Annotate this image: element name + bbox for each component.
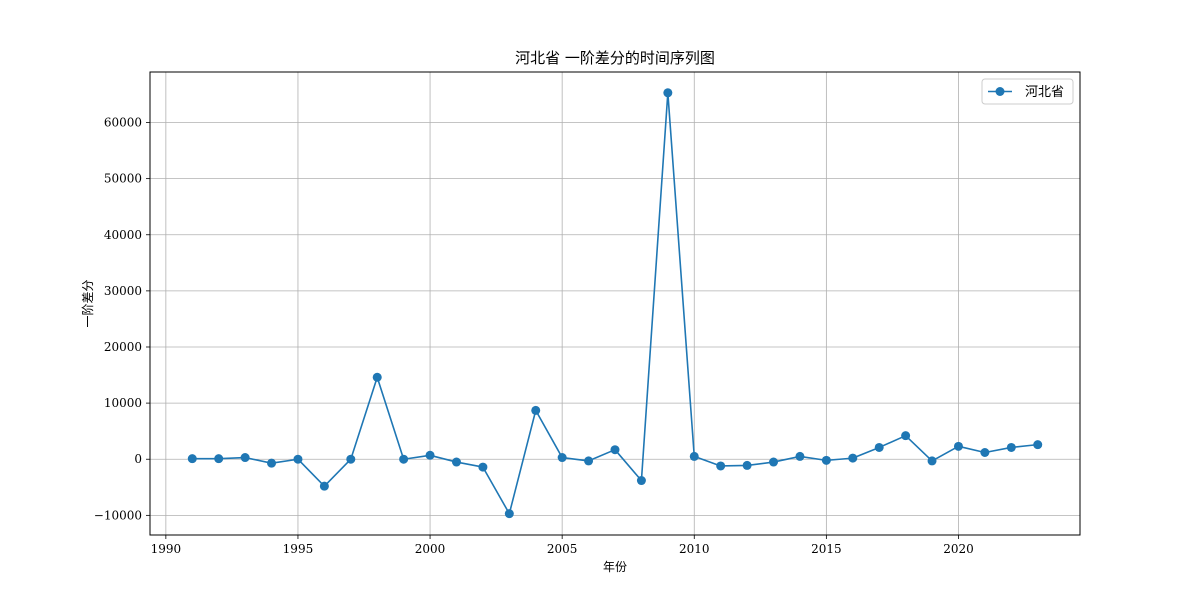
data-point	[663, 88, 673, 98]
data-point	[1033, 440, 1043, 450]
y-axis-label: 一阶差分	[81, 279, 95, 327]
data-point	[821, 455, 831, 465]
data-point	[531, 405, 541, 415]
data-point	[689, 451, 699, 461]
x-tick-label: 2005	[547, 542, 578, 556]
chart-title: 河北省 一阶差分的时间序列图	[515, 49, 715, 67]
data-point	[293, 454, 303, 464]
data-point	[214, 454, 224, 464]
x-tick-label: 1990	[151, 542, 182, 556]
x-tick-label: 2000	[415, 542, 446, 556]
data-point	[425, 450, 435, 460]
x-axis-label: 年份	[603, 560, 627, 574]
data-point	[557, 453, 567, 463]
legend-box	[981, 78, 1074, 105]
data-point	[795, 451, 805, 461]
y-tick-label: 20000	[104, 340, 142, 354]
data-point	[953, 441, 963, 451]
data-point	[636, 476, 646, 486]
data-point	[769, 457, 779, 467]
data-point	[319, 481, 329, 491]
data-point	[980, 448, 990, 458]
data-point	[848, 453, 858, 463]
data-point	[346, 454, 356, 464]
y-tick-label: 0	[134, 452, 142, 466]
legend-label: 河北省	[1025, 85, 1064, 100]
data-point	[240, 453, 250, 463]
x-tick-label: 2020	[943, 542, 974, 556]
data-point	[610, 445, 620, 455]
x-tick-label: 2015	[811, 542, 842, 556]
x-tick-label: 2010	[679, 542, 710, 556]
data-point	[267, 458, 277, 468]
data-point	[504, 509, 514, 519]
data-point	[451, 457, 461, 467]
legend-marker-swatch	[995, 87, 1005, 96]
plot-area-frame	[149, 71, 1081, 536]
data-point	[927, 456, 937, 466]
axis-ticks: 1990 1995 2000 2005 2010 2015 2020 −10000 0 10000…	[94, 116, 974, 556]
data-point	[584, 456, 594, 466]
y-tick-label: −10000	[94, 508, 142, 522]
grid-lines	[150, 72, 1080, 535]
data-point	[901, 431, 911, 441]
series-layer	[187, 88, 1043, 519]
data-point	[742, 460, 752, 470]
x-tick-label: 1995	[283, 542, 314, 556]
y-tick-label: 60000	[104, 116, 142, 130]
data-point	[399, 454, 409, 464]
y-tick-label: 30000	[104, 284, 142, 298]
y-tick-label: 50000	[104, 172, 142, 186]
data-point	[187, 454, 197, 464]
data-point	[372, 372, 382, 382]
data-point	[716, 461, 726, 471]
y-tick-label: 40000	[104, 228, 142, 242]
data-point	[478, 462, 488, 472]
y-tick-label: 10000	[104, 396, 142, 410]
data-point	[1006, 442, 1016, 452]
data-point	[874, 442, 884, 452]
legend: 河北省	[981, 78, 1074, 105]
